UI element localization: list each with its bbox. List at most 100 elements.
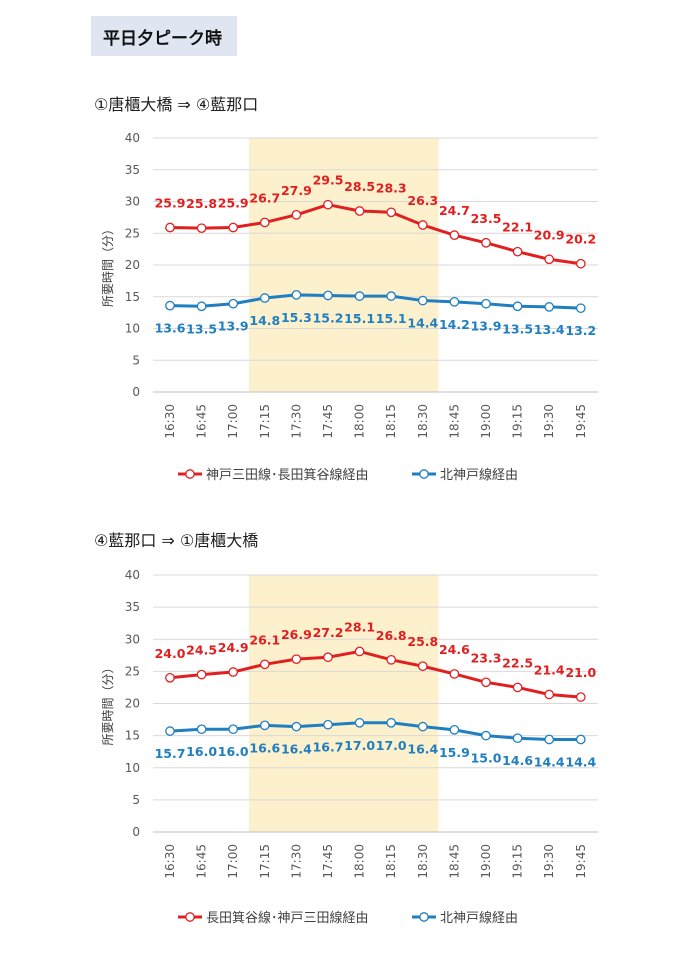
data-label: 26.8 xyxy=(376,628,407,643)
data-point xyxy=(512,246,523,257)
data-label: 16.0 xyxy=(186,744,217,759)
data-label: 25.9 xyxy=(218,196,249,211)
y-tick-label: 20 xyxy=(125,258,140,272)
legend-entry: 北神戸線経由 xyxy=(440,910,518,926)
x-tick-label: 18:00 xyxy=(353,844,367,879)
x-tick-label: 16:30 xyxy=(163,844,177,879)
data-point xyxy=(196,724,207,735)
data-label: 13.9 xyxy=(471,319,502,334)
y-tick-label: 25 xyxy=(125,226,140,240)
y-tick-label: 0 xyxy=(132,385,140,399)
data-label: 16.4 xyxy=(407,742,438,757)
series-line xyxy=(169,649,581,699)
x-tick-label: 19:30 xyxy=(542,404,556,439)
data-point xyxy=(354,206,365,216)
data-point xyxy=(512,682,523,693)
data-point xyxy=(165,300,175,311)
x-tick-label: 17:30 xyxy=(289,844,303,879)
data-point xyxy=(481,298,491,309)
data-label: 29.5 xyxy=(313,173,344,188)
legend-marker xyxy=(419,469,429,479)
chart-2-title: ④藍那口 ⇒ ①唐櫃大橋 xyxy=(94,531,259,550)
data-point xyxy=(449,230,460,241)
x-tick-label: 17:15 xyxy=(258,404,272,439)
series-line xyxy=(169,293,581,310)
data-point xyxy=(323,199,333,210)
data-label: 28.1 xyxy=(344,619,375,634)
section-header: 平日夕ピーク時 xyxy=(91,16,237,56)
x-tick-label: 16:45 xyxy=(195,844,209,879)
data-label: 14.4 xyxy=(534,754,565,769)
data-point xyxy=(165,672,175,683)
data-point xyxy=(196,223,207,234)
data-point xyxy=(417,295,428,306)
data-point xyxy=(259,659,270,670)
y-tick-label: 0 xyxy=(132,825,140,839)
data-label: 25.8 xyxy=(407,634,438,649)
y-tick-label: 40 xyxy=(125,568,140,582)
data-point xyxy=(323,652,333,663)
data-point xyxy=(196,669,207,680)
data-point xyxy=(259,293,270,303)
data-label: 14.8 xyxy=(249,313,280,328)
data-point xyxy=(196,301,207,312)
chart-2: 0 5 10 15 20 25 30 35 40 所要時間（分） 16:30 16:45 17:00 17… xyxy=(101,568,598,926)
x-tick-label: 17:00 xyxy=(226,404,240,439)
x-tick-label: 19:00 xyxy=(479,844,493,879)
data-point xyxy=(386,291,397,301)
y-tick-label: 15 xyxy=(125,290,140,304)
y-tick-label: 30 xyxy=(125,195,140,209)
data-point xyxy=(323,290,333,301)
data-point xyxy=(386,207,397,218)
data-label: 24.7 xyxy=(439,203,470,218)
data-label: 14.2 xyxy=(439,317,470,332)
data-point xyxy=(291,654,302,665)
data-point xyxy=(228,298,239,309)
data-point xyxy=(449,296,460,307)
y-tick-label: 35 xyxy=(125,163,140,177)
series-line xyxy=(169,203,582,266)
x-tick-label: 18:15 xyxy=(384,844,398,879)
data-label: 13.6 xyxy=(155,321,186,336)
data-label: 14.4 xyxy=(407,316,438,331)
data-label: 15.9 xyxy=(439,745,470,760)
data-point xyxy=(386,654,397,665)
data-label: 24.9 xyxy=(218,640,249,655)
y-tick-label: 5 xyxy=(132,353,140,367)
data-label: 14.4 xyxy=(565,754,596,769)
x-tick-label: 19:45 xyxy=(574,404,588,439)
data-point xyxy=(449,669,460,679)
data-label: 26.1 xyxy=(249,632,280,647)
data-point xyxy=(228,724,239,735)
y-tick-label: 10 xyxy=(125,322,140,336)
x-tick-label: 17:00 xyxy=(226,844,240,879)
data-label: 15.1 xyxy=(376,311,407,326)
legend-entry: 長田箕谷線･神戸三田線経由 xyxy=(206,910,369,926)
data-label: 22.5 xyxy=(502,655,533,670)
data-point xyxy=(575,734,586,745)
x-tick-label: 19:30 xyxy=(542,844,556,879)
legend-marker xyxy=(419,912,429,922)
x-tick-label: 19:15 xyxy=(511,844,525,879)
x-tick-label: 18:30 xyxy=(416,844,430,879)
data-label: 21.0 xyxy=(565,665,596,680)
data-label: 23.5 xyxy=(471,211,502,226)
data-point xyxy=(228,667,239,677)
data-label: 13.5 xyxy=(502,321,533,336)
data-label: 28.5 xyxy=(344,179,375,194)
x-tick-label: 18:45 xyxy=(447,844,461,879)
data-label: 25.9 xyxy=(155,196,186,211)
series-line xyxy=(169,721,581,741)
x-tick-label: 18:00 xyxy=(353,404,367,439)
data-label: 22.1 xyxy=(502,220,533,235)
data-point xyxy=(165,726,175,736)
data-point xyxy=(575,692,586,702)
data-label: 28.3 xyxy=(376,180,407,195)
data-point xyxy=(228,222,239,233)
data-label: 15.1 xyxy=(344,311,375,326)
x-tick-label: 18:30 xyxy=(416,404,430,439)
data-label: 14.6 xyxy=(502,753,533,768)
x-tick-label: 16:45 xyxy=(195,404,209,439)
data-label: 27.9 xyxy=(281,183,312,198)
data-label: 16.4 xyxy=(281,742,312,757)
